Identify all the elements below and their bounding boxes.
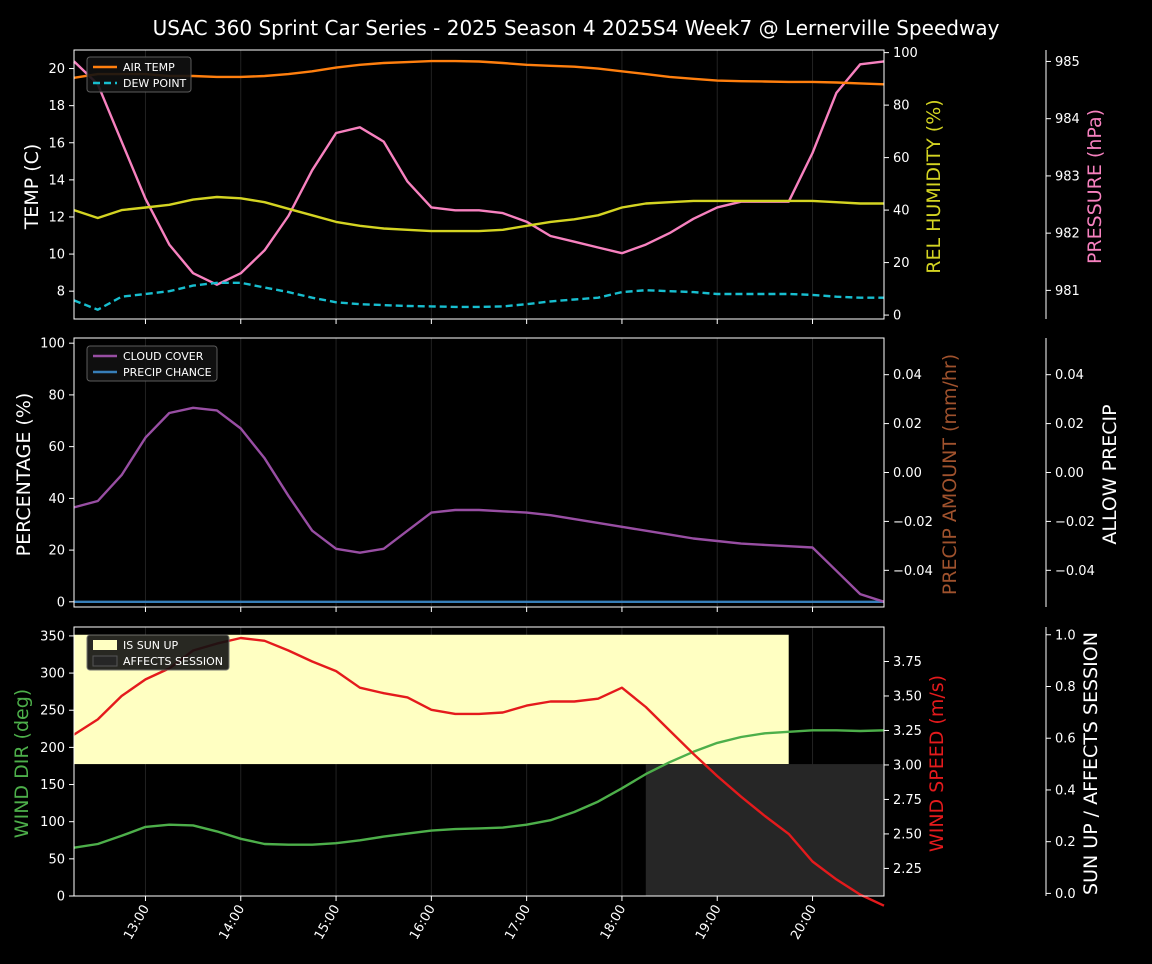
y-tick-label: 100 xyxy=(40,815,65,830)
y-tick-label: 20 xyxy=(893,256,910,271)
y-tick-label: 40 xyxy=(893,204,910,219)
y-tick-label: 16 xyxy=(48,136,65,151)
panel-frame-3 xyxy=(73,626,885,897)
y-tick-label: 14 xyxy=(48,173,65,188)
cloud-cover-line xyxy=(73,406,885,603)
y-tick-label: 3.25 xyxy=(893,724,922,739)
y-tick-label: 2.75 xyxy=(893,793,922,808)
y-tick-label: 50 xyxy=(48,852,65,867)
legend-swatch xyxy=(93,640,117,650)
legend-label: PRECIP CHANCE xyxy=(123,366,212,379)
y-tick-label: −0.02 xyxy=(893,515,933,530)
y-tick-label: 8 xyxy=(57,285,65,300)
y-tick-label: 0.8 xyxy=(1055,680,1076,695)
y-tick-label: 0.04 xyxy=(1055,368,1084,383)
y-tick-label: 0.02 xyxy=(893,417,922,432)
y-tick-label: 60 xyxy=(893,151,910,166)
y-tick-label: −0.02 xyxy=(1055,515,1095,530)
y-tick-label: 2.50 xyxy=(893,827,922,842)
legend xyxy=(86,345,218,382)
pressure-axis-label: PRESSURE (hPa) xyxy=(1084,109,1106,264)
y-tick-label: 0.00 xyxy=(1055,466,1084,481)
y-tick-label: 80 xyxy=(48,388,65,403)
y-tick-label: 981 xyxy=(1055,284,1080,299)
y-tick-label: 0.04 xyxy=(893,368,922,383)
y-tick-label: 0.0 xyxy=(1055,887,1076,902)
y-tick-label: 0.4 xyxy=(1055,783,1076,798)
precip-amount-axis-label: PRECIP AMOUNT (mm/hr) xyxy=(939,354,961,595)
legend-label: DEW POINT xyxy=(123,77,187,90)
legend-label: AIR TEMP xyxy=(123,61,175,74)
humidity-axis-label: REL HUMIDITY (%) xyxy=(923,99,945,273)
y-tick-label: 10 xyxy=(48,248,65,263)
y-tick-label: 0.6 xyxy=(1055,732,1076,747)
y-tick-label: 982 xyxy=(1055,227,1080,242)
affects-session-band xyxy=(645,764,884,896)
y-tick-label: 12 xyxy=(48,210,65,225)
percentage-axis-label: PERCENTAGE (%) xyxy=(13,393,35,557)
y-tick-label: 984 xyxy=(1055,112,1080,127)
y-tick-label: 3.75 xyxy=(893,655,922,670)
legend-label: IS SUN UP xyxy=(123,639,179,652)
y-tick-label: 20 xyxy=(48,62,65,77)
legend xyxy=(86,56,192,93)
y-tick-label: 0 xyxy=(57,595,65,610)
wind-dir-line xyxy=(73,729,885,849)
y-tick-label: 150 xyxy=(40,778,65,793)
y-tick-label: 100 xyxy=(40,337,65,352)
y-tick-label: 200 xyxy=(40,741,65,756)
air-temp-line xyxy=(73,59,885,86)
y-tick-label: 1.0 xyxy=(1055,628,1076,643)
y-tick-label: 40 xyxy=(48,492,65,507)
wind-dir-axis-label: WIND DIR (deg) xyxy=(11,689,33,838)
y-tick-label: 0 xyxy=(893,309,901,324)
chart-title: USAC 360 Sprint Car Series - 2025 Season… xyxy=(153,16,1000,40)
panel-frame-1 xyxy=(73,49,885,320)
humidity-line xyxy=(73,195,884,233)
y-tick-label: 60 xyxy=(48,440,65,455)
wind-speed-axis-label: WIND SPEED (m/s) xyxy=(926,675,948,852)
temp-axis-label: TEMP (C) xyxy=(21,144,43,231)
y-tick-label: 80 xyxy=(893,99,910,114)
legend-label: AFFECTS SESSION xyxy=(123,655,223,668)
y-tick-label: 0.02 xyxy=(1055,417,1084,432)
y-tick-label: 0.00 xyxy=(893,466,922,481)
y-tick-label: 985 xyxy=(1055,55,1080,70)
y-tick-label: 2.25 xyxy=(893,862,922,877)
sun-up-axis-label: SUN UP / AFFECTS SESSION xyxy=(1080,632,1102,895)
y-tick-label: 250 xyxy=(40,704,65,719)
y-tick-label: −0.04 xyxy=(893,564,933,579)
allow-precip-axis-label: ALLOW PRECIP xyxy=(1099,404,1121,544)
y-tick-label: 100 xyxy=(893,46,918,61)
y-tick-label: 350 xyxy=(40,629,65,644)
y-tick-label: 983 xyxy=(1055,169,1080,184)
y-tick-label: 0.2 xyxy=(1055,835,1076,850)
legend xyxy=(86,634,230,671)
y-tick-label: 3.00 xyxy=(893,758,922,773)
legend-label: CLOUD COVER xyxy=(123,350,204,363)
y-tick-label: −0.04 xyxy=(1055,564,1095,579)
y-tick-label: 18 xyxy=(48,99,65,114)
dew-point-line xyxy=(73,281,884,311)
y-tick-label: 20 xyxy=(48,544,65,559)
y-tick-label: 0 xyxy=(57,890,65,905)
y-tick-label: 3.50 xyxy=(893,689,922,704)
y-tick-label: 300 xyxy=(40,667,65,682)
legend-swatch xyxy=(92,655,118,667)
